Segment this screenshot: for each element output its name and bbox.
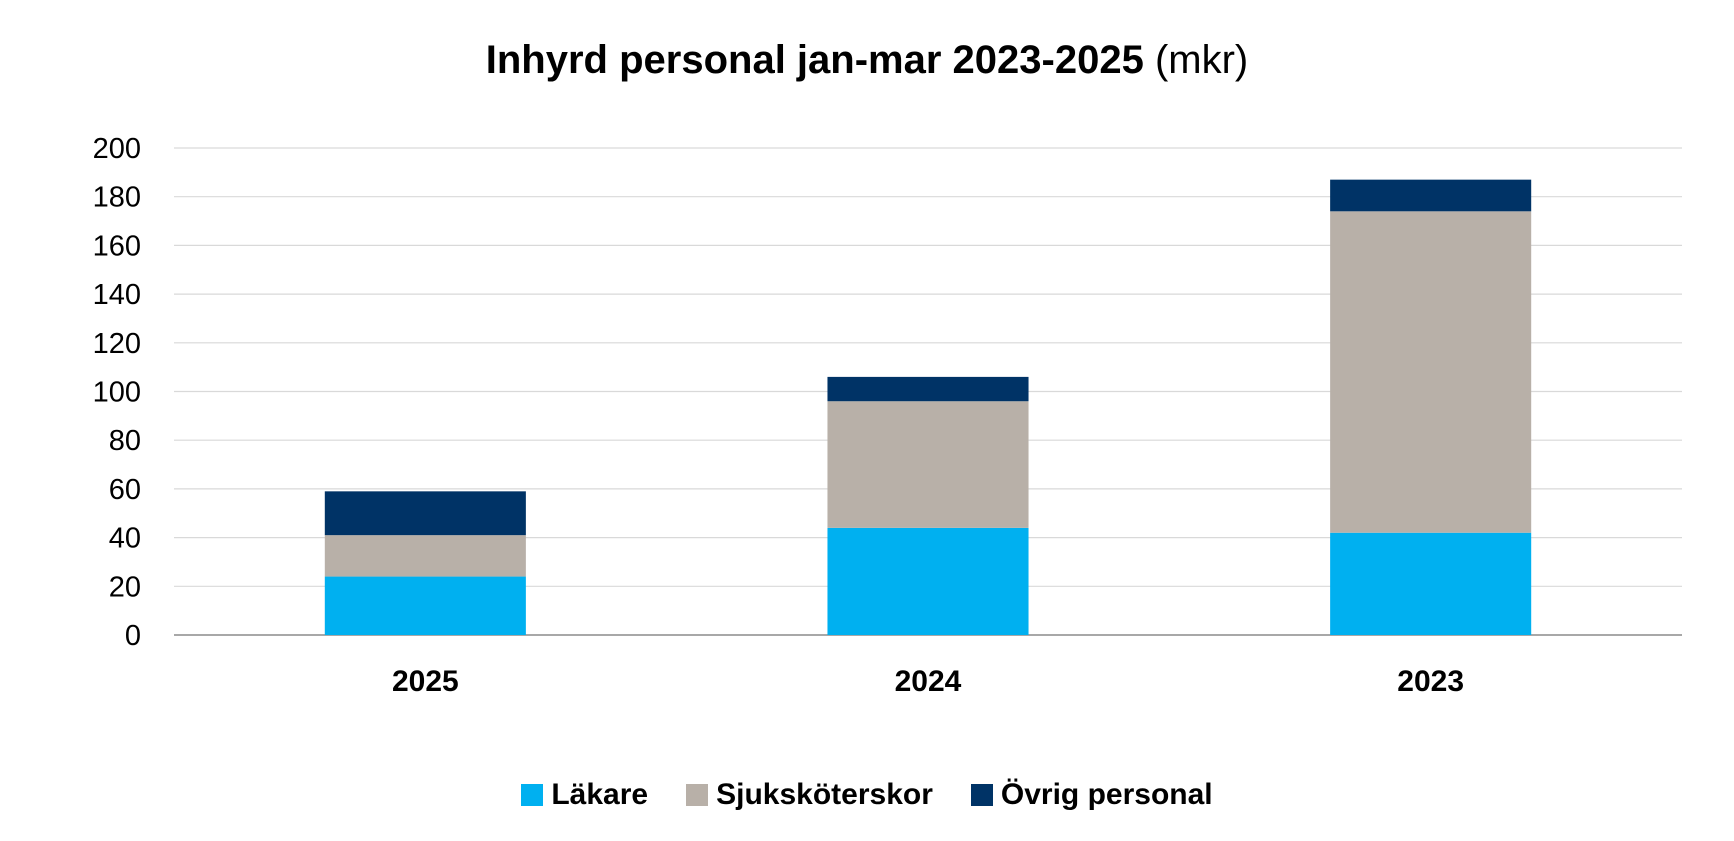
x-axis-tick-labels: 2025 2024 2023 [392,665,1464,698]
y-tick-label: 0 [125,620,141,652]
bars [324,179,1532,635]
bar-segment-2023-series-2 [1330,211,1532,533]
y-tick-label: 20 [109,571,141,603]
y-tick-label: 180 [93,182,141,214]
bar-segment-2023-series-3 [1330,179,1532,212]
legend-label: Övrig personal [1000,778,1213,811]
y-tick-label: 160 [93,230,141,262]
legend-item: Sjuksköterskor [686,778,933,812]
y-tick-label: 80 [109,425,141,457]
y-tick-label: 140 [93,279,141,311]
y-tick-label: 120 [93,328,141,360]
bar-segment-2024-series-2 [827,401,1029,528]
y-tick-label: 60 [109,474,141,506]
legend-item: Övrig personal [970,778,1213,812]
chart-title-unit: (mkr) [1154,38,1249,82]
bar-segment-2024-series-1 [827,527,1029,635]
bar-segment-2025-series-2 [324,535,526,577]
bar-segment-2023-series-1 [1330,532,1532,635]
legend-label: Läkare [551,778,649,811]
bar-segment-2024-series-3 [827,376,1029,402]
legend-swatch [686,784,709,806]
y-tick-label: 100 [93,377,141,409]
bar-segment-2025-series-1 [324,576,526,635]
y-tick-label: 40 [109,523,141,555]
x-tick-label: 2023 [1397,665,1464,698]
x-tick-label: 2025 [392,665,459,698]
bar-segment-2025-series-3 [324,491,526,536]
legend: Läkare Sjuksköterskor Övrig personal [0,778,1734,812]
legend-item: Läkare [521,778,648,812]
y-tick-label: 200 [93,133,141,165]
x-tick-label: 2024 [895,665,962,698]
legend-swatch [970,784,993,806]
legend-swatch [521,784,544,806]
y-axis-tick-labels: 0 20 40 60 80 100 120 140 160 180 200 [93,133,141,652]
chart-title: Inhyrd personal jan-mar 2023-2025 (mkr) [0,38,1734,83]
legend-label: Sjuksköterskor [716,778,933,811]
chart-title-main: Inhyrd personal jan-mar 2023-2025 [485,38,1144,82]
